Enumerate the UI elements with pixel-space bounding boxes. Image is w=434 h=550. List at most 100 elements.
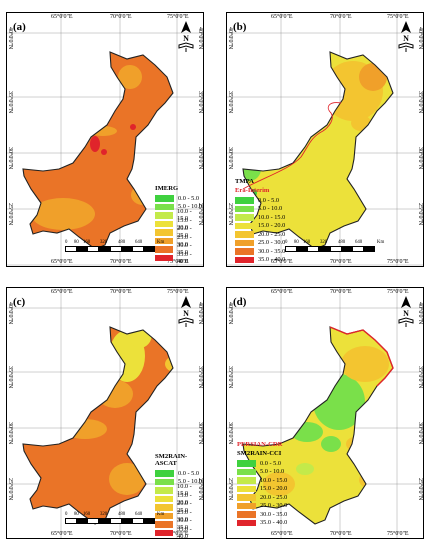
map-legend: TMPA Era-Interim 0.0 - 5.0 5.0 - 10.0 10.0 -… (235, 178, 285, 264)
legend-label: 0.0 - 5.0 (178, 194, 199, 202)
legend-label: 5.0 - 10.0 (178, 203, 203, 211)
longitude-label: 75°0'0"E (167, 259, 189, 265)
svg-text:N: N (183, 34, 189, 43)
legend-label: 10.0 - 15.0 (260, 476, 288, 484)
latitude-label: 30°0'0"N (197, 422, 203, 445)
map-panel-d: (d) 65°0'0"E 65°0'0"E 70°0'0"E 70°0'0"E 75°0… (226, 287, 424, 539)
legend-item: 5.0 - 10.0 (235, 205, 285, 214)
map-panel-c: (c) 65°0'0"E 65°0'0"E 70°0'0"E 70°0'0"E 75°0… (6, 287, 204, 539)
panel-label: (d) (233, 296, 247, 308)
latitude-label: 25°0'0"N (7, 478, 13, 501)
latitude-label: 35°0'0"N (7, 366, 13, 389)
map-canvas (7, 288, 203, 538)
legend-label: 35.0 - 40.0 (260, 519, 288, 527)
latitude-label: 40°0'0"N (7, 302, 13, 325)
legend-item: 10.0 - 15.0 (237, 476, 287, 485)
latitude-label: 25°0'0"N (197, 203, 203, 226)
longitude-label: 65°0'0"E (271, 259, 293, 265)
legend-label: 25.0 - 30.0 (260, 502, 288, 510)
legend-swatch (155, 478, 174, 485)
scale-tick-label: 160 (303, 240, 311, 245)
legend-swatch (155, 220, 174, 227)
svg-text:N: N (403, 34, 409, 43)
legend-swatch (155, 487, 174, 494)
map-legend: IMERG 0.0 - 5.0 5.0 - 10.0 10.0 - 15.0 15.0 … (155, 185, 203, 265)
legend-label: 35.0 - 40.0 (177, 525, 192, 539)
legend-label: 5.0 - 10.0 (178, 478, 203, 486)
scale-unit: Km (157, 512, 165, 517)
legend-label: 30.0 - 35.0 (260, 510, 288, 518)
scale-tick-label: 0 (285, 240, 288, 245)
legend-label: 10.0 - 15.0 (177, 483, 192, 498)
legend-title: IMERG (155, 185, 179, 192)
scale-tick-label: 80 (74, 240, 79, 245)
legend-item: 20.0 - 25.0 (237, 493, 287, 502)
longitude-label: 65°0'0"E (51, 531, 73, 537)
legend-swatch (237, 502, 256, 509)
legend-swatch (235, 197, 254, 204)
scale-tick-label: 480 (118, 240, 126, 245)
latitude-label: 35°0'0"N (197, 366, 203, 389)
latitude-label: 40°0'0"N (417, 302, 423, 325)
legend-label: 35.0 - 40.0 (258, 256, 286, 264)
legend-item: 15.0 - 20.0 (237, 485, 287, 494)
latitude-label: 25°0'0"N (417, 478, 423, 501)
legend-title: PERSIAN-CDR (237, 441, 283, 448)
legend-label: 15.0 - 20.0 (177, 216, 192, 231)
longitude-label: 70°0'0"E (110, 14, 132, 20)
longitude-label: 75°0'0"E (387, 289, 409, 295)
legend-item: 35.0 - 40.0 (155, 250, 203, 265)
legend-label: 20.0 - 25.0 (258, 230, 286, 238)
legend-label: 0.0 - 5.0 (260, 459, 281, 467)
legend-swatch (237, 468, 256, 475)
scale-tick-label: 80 (294, 240, 299, 245)
longitude-label: 65°0'0"E (51, 14, 73, 20)
legend-label: 5.0 - 10.0 (258, 205, 283, 213)
latitude-label: 25°0'0"N (417, 203, 423, 226)
legend-swatch (235, 214, 254, 221)
legend-item: 20.0 - 25.0 (155, 225, 203, 239)
legend-item: 30.0 - 35.0 (235, 247, 285, 256)
legend-swatch (235, 205, 254, 212)
panel-label: (b) (233, 21, 247, 33)
legend-label: 35.0 - 40.0 (177, 250, 192, 265)
legend-label: 20.0 - 25.0 (177, 500, 192, 515)
latitude-label: 35°0'0"N (7, 91, 13, 114)
legend-swatch (155, 254, 174, 261)
longitude-label: 65°0'0"E (271, 289, 293, 295)
legend-swatch (235, 256, 254, 263)
legend-swatch (155, 212, 174, 219)
longitude-label: 70°0'0"E (330, 531, 352, 537)
north-arrow-icon: N (175, 19, 197, 53)
scale-bar: 0 80 160 320 480 640 Km (285, 240, 385, 252)
legend-swatch (155, 203, 174, 210)
latitude-label: 40°0'0"N (227, 27, 233, 50)
legend-label: 15.0 - 20.0 (260, 485, 288, 493)
scale-unit: Km (157, 240, 165, 245)
legend-item: 20.0 - 25.0 (235, 230, 285, 239)
panel-label: (a) (13, 21, 26, 33)
longitude-label: 65°0'0"E (51, 259, 73, 265)
panel-label: (c) (13, 296, 26, 308)
longitude-label: 70°0'0"E (110, 531, 132, 537)
scale-tick-label: 80 (74, 512, 79, 517)
legend-label: 20.0 - 25.0 (260, 493, 288, 501)
legend-item: 15.0 - 20.0 (155, 216, 203, 231)
latitude-label: 35°0'0"N (197, 91, 203, 114)
legend-label: 10.0 - 15.0 (177, 208, 192, 223)
scale-tick-label: 320 (100, 240, 108, 245)
scale-unit: Km (377, 240, 385, 245)
longitude-label: 65°0'0"E (51, 289, 73, 295)
legend-swatch (155, 529, 174, 536)
legend-swatch (155, 521, 174, 528)
legend-swatch (237, 485, 256, 492)
legend-item: 5.0 - 10.0 (155, 478, 203, 487)
latitude-label: 40°0'0"N (7, 27, 13, 50)
scale-tick-label: 160 (83, 240, 91, 245)
latitude-label: 30°0'0"N (417, 422, 423, 445)
north-arrow-icon: N (395, 294, 417, 328)
legend-item: 25.0 - 30.0 (155, 234, 203, 248)
legend-item: 10.0 - 15.0 (155, 483, 203, 498)
longitude-label: 75°0'0"E (167, 531, 189, 537)
scale-tick-label: 640 (135, 240, 143, 245)
